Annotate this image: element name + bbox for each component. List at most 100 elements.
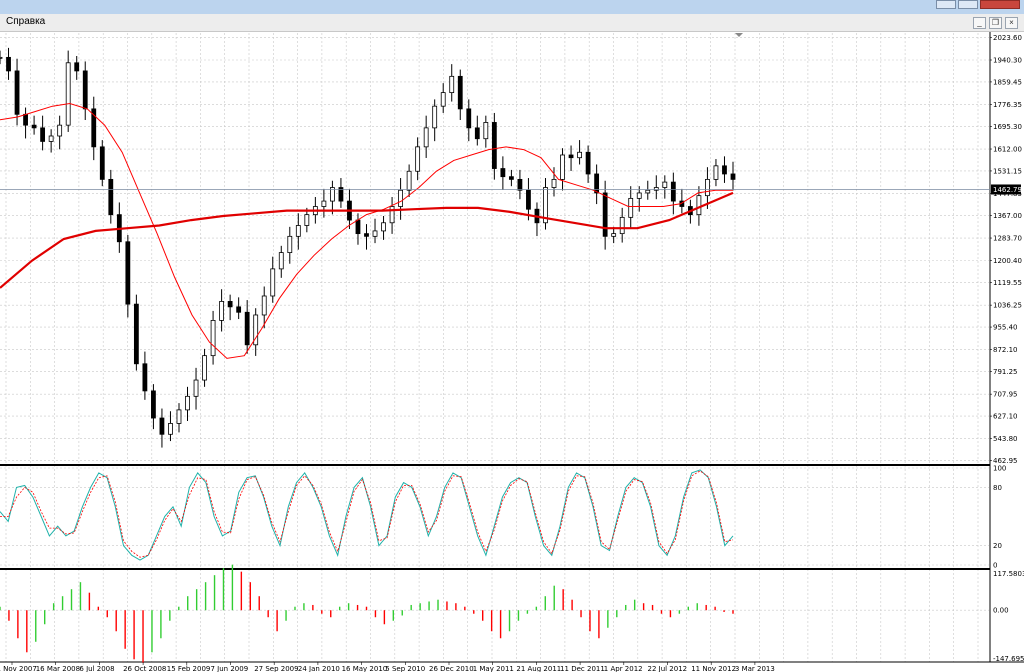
candle-body [398,189,403,207]
time-tick-label: 21 Aug 2011 [516,665,561,672]
candle-body [253,314,259,346]
candle-body [338,187,344,202]
candle-body [40,127,46,142]
minimize-icon[interactable]: _ [973,17,986,29]
candle-body [185,395,190,411]
price-tick-label: 1119.55 [993,279,1022,287]
ma-slow-line [0,191,734,289]
candle-body [65,62,71,126]
candle-body [151,390,156,419]
candle-body [585,151,591,175]
price-tick-label: 1531.15 [993,167,1022,175]
candle-body [295,225,301,237]
price-tick-label: 543.80 [993,435,1018,443]
price-tick-label: 1036.25 [993,302,1022,310]
stoch-tick-label: 20 [993,542,1002,550]
candle-body [48,135,54,142]
candle-body [500,168,506,178]
candle-body [466,108,472,129]
candle-body [133,303,139,365]
candle-body [389,206,395,224]
candle-body [236,306,242,313]
candle-body [270,268,276,297]
candle-body [526,189,531,210]
price-tick-label: 2023.60 [993,34,1022,42]
candle-body [278,252,284,270]
candle-body [432,105,438,129]
candle-body [244,311,250,346]
candle-body [227,301,233,308]
candle-body [355,219,361,235]
candle-body [57,124,63,137]
candle-body [372,230,378,237]
candle-body [159,417,165,435]
candle-body [474,127,480,140]
candle-body [619,216,625,235]
window-minimize-button[interactable] [936,0,956,9]
candle-body [517,178,523,191]
candle-body [193,379,199,397]
ma-fast-line [0,102,733,359]
candle-body [551,178,557,188]
time-tick-label: 22 Jul 2012 [648,665,688,672]
restore-icon[interactable]: ❐ [989,17,1002,29]
price-chart[interactable]: 2023.60 1940.30 1859.45 1776.35 1695.30 1612.… [0,32,1024,672]
menu-item-help[interactable]: Справка [6,16,46,27]
candle-body [176,409,182,424]
menu-bar: Справка _ ❐ × [0,14,1024,32]
candle-body [304,214,310,226]
time-tick-label: 11 Nov 2012 [691,665,736,672]
time-tick-label: 24 Jan 2010 [298,665,340,672]
candle-body [449,75,455,94]
price-tick-label: 1367.00 [993,212,1022,220]
candle-body [483,122,489,140]
candle-body [491,122,497,169]
candle-body [730,173,736,180]
candle-body [653,187,659,191]
stoch-tick-label: 80 [993,484,1002,492]
candle-body [381,222,386,232]
window-maximize-button[interactable] [958,0,978,9]
candle-body [364,233,369,237]
candle-body [713,165,719,180]
candle-body [611,233,617,237]
time-tick-label: 16 May 2010 [342,665,388,672]
time-tick-label: 7 Jun 2009 [211,665,249,672]
candle-body [168,423,173,435]
price-tick-label: 955.40 [993,324,1018,332]
candle-body [423,127,429,148]
candle-body [662,181,668,188]
candle-body [261,295,267,316]
candle-body [722,165,727,175]
price-tick-label: 1283.70 [993,235,1022,243]
stoch-tick-label: 0 [993,562,997,570]
candle-body [287,235,293,254]
candles [0,47,736,448]
candle-body [568,154,574,159]
candle-body [406,170,412,191]
candle-body [330,187,335,202]
time-tick-label: 26 Oct 2008 [123,665,166,672]
price-tick-label: 627.10 [993,413,1018,421]
price-tick-label: 1776.35 [993,101,1022,109]
time-tick-label: 1 May 2011 [473,665,514,672]
time-tick-label: 1 Apr 2012 [604,665,643,672]
window-close-button[interactable] [980,0,1020,9]
candle-body [457,75,463,110]
stoch-tick-label: 100 [993,465,1006,473]
current-price-box [991,184,1021,195]
candle-body [602,192,608,237]
chart-shift-marker [735,33,743,37]
candle-body [99,146,105,180]
time-tick-label: 11 Dec 2011 [560,665,605,672]
price-tick-label: 1200.40 [993,257,1022,265]
current-price-label: 1462.79 [993,186,1022,194]
close-icon[interactable]: × [1005,17,1018,29]
chart-background [0,32,1024,672]
time-tick-label: 15 Feb 2009 [167,665,211,672]
time-tick-label: 3 Mar 2013 [735,665,775,672]
candle-body [210,319,216,357]
candle-body [23,113,28,126]
candle-body [125,241,131,305]
price-tick-label: 707.95 [993,391,1018,399]
